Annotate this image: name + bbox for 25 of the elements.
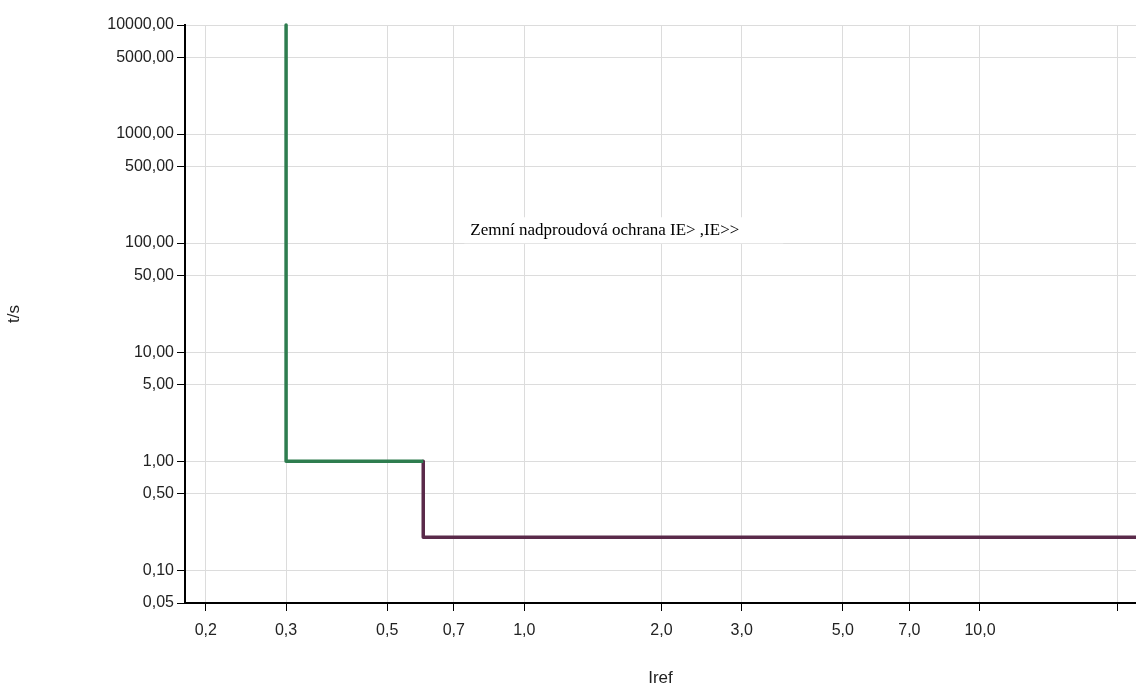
- y-tick-label: 5,00: [142, 375, 175, 393]
- y-tick-label: 0,10: [142, 560, 175, 578]
- y-tick-label: 10,00: [133, 342, 175, 360]
- x-tick-label: 1,0: [513, 621, 536, 639]
- y-tick-label: 0,50: [142, 484, 175, 502]
- x-tick-label: 0,3: [274, 621, 298, 639]
- y-axis-title: t/s: [3, 305, 23, 323]
- y-tick-label: 1,00: [142, 451, 175, 469]
- x-tick-label: 0,2: [194, 621, 218, 639]
- y-tick-label: 50,00: [133, 266, 175, 284]
- x-tick-label: 0,5: [376, 621, 399, 639]
- y-tick-label: 1000,00: [116, 124, 175, 142]
- annotation: Zemní nadproudová ochrana IE> ,IE>>: [470, 219, 740, 239]
- y-tick-label: 5000,00: [116, 48, 175, 66]
- x-tick-label: 10,0: [964, 621, 996, 639]
- x-tick-label: 0,7: [442, 621, 465, 639]
- y-tick-label: 500,00: [125, 157, 175, 175]
- x-tick-label: 5,0: [831, 621, 855, 639]
- x-axis-title: Iref: [648, 668, 674, 688]
- x-tick-label: 2,0: [650, 621, 673, 639]
- y-tick-label: 10000,00: [107, 15, 175, 33]
- x-tick-label: 7,0: [898, 621, 921, 639]
- y-tick-label: 0,05: [142, 593, 175, 611]
- y-tick-label: 100,00: [125, 233, 175, 251]
- x-tick-label: 3,0: [730, 621, 753, 639]
